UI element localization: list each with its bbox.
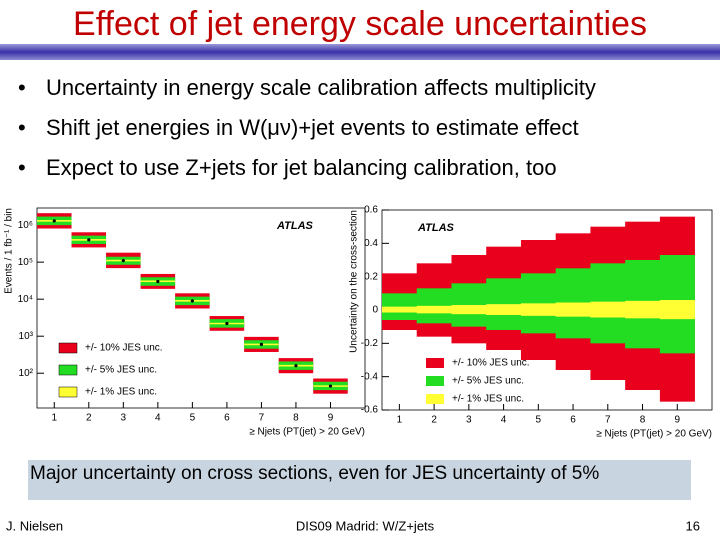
y-tick-label: 0	[372, 305, 378, 316]
y-tick-label: 10²	[19, 368, 34, 379]
bullet: Expect to use Z+jets for jet balancing c…	[46, 155, 557, 180]
data-point	[190, 299, 194, 303]
legend-swatch	[58, 364, 78, 376]
data-point	[259, 342, 264, 347]
data-point	[52, 219, 56, 223]
footer-page: 16	[686, 518, 700, 533]
legend-label: +/- 1% JES unc.	[85, 387, 157, 398]
uncertainty-band	[451, 305, 487, 315]
note-box	[28, 460, 691, 500]
legend-label: +/- 5% JES unc.	[85, 365, 157, 376]
x-axis-label: ≥ Njets (PT(jet) > 20 GeV)	[249, 427, 365, 438]
legend-label: +/- 1% JES unc.	[452, 394, 524, 405]
uncertainty-band	[659, 300, 695, 320]
atlas-label: ATLAS	[417, 222, 455, 234]
data-point	[87, 238, 91, 242]
x-tick-label: 7	[605, 415, 611, 426]
uncertainty-band	[590, 301, 626, 318]
title-bar	[0, 44, 720, 60]
data-point	[328, 384, 333, 388]
x-tick-label: 1	[397, 415, 403, 426]
legend-label: +/- 10% JES unc.	[452, 358, 530, 369]
x-tick-label: 2	[431, 415, 437, 426]
y-tick-label: 0.4	[364, 238, 378, 249]
legend-swatch	[426, 358, 444, 368]
x-tick-label: 3	[466, 415, 472, 426]
bullet-dot: •	[18, 115, 26, 140]
note: Major uncertainty on cross sections, eve…	[30, 463, 600, 484]
x-tick-label: 8	[293, 413, 299, 424]
x-tick-label: 9	[328, 413, 334, 424]
bullet-dot: •	[18, 75, 26, 100]
legend-swatch	[426, 376, 444, 386]
data-point	[294, 364, 298, 368]
x-tick-label: 1	[51, 413, 57, 424]
x-tick-label: 8	[640, 415, 646, 426]
legend-label: +/- 10% JES unc.	[85, 343, 163, 354]
bullet: Uncertainty in energy scale calibration …	[46, 75, 596, 100]
uncertainty-band	[625, 300, 661, 319]
data-point	[225, 321, 229, 326]
y-tick-label: 10⁵	[18, 257, 33, 268]
x-tick-label: 4	[501, 415, 507, 426]
y-tick-label: -0.2	[361, 338, 379, 349]
y-axis-label: Uncertainty on the cross-section	[349, 210, 360, 353]
legend-swatch	[58, 342, 78, 354]
y-axis-label: Events / 1 fb⁻¹ / bin	[4, 208, 15, 294]
y-tick-label: 10⁶	[18, 220, 33, 231]
charts: 10² 10³ 10⁴ 10⁵ 10⁶ 1 2 3 4 5 6 7 8 9 ≥ Njets (PT(jet)…	[4, 205, 713, 440]
atlas-label: ATLAS	[276, 220, 314, 232]
x-tick-label: 6	[224, 413, 230, 424]
x-axis-label: ≥ Njets (PT(jet) > 20 GeV)	[596, 429, 712, 440]
x-tick-label: 2	[86, 413, 92, 424]
y-tick-label: 10⁴	[18, 294, 33, 305]
footer-author: J. Nielsen	[6, 518, 63, 533]
y-tick-label: -0.4	[361, 371, 379, 382]
note-wrap: Major uncertainty on cross sections, eve…	[30, 463, 600, 484]
x-tick-label: 4	[155, 413, 161, 424]
x-tick-label: 6	[570, 415, 576, 426]
x-tick-label: 7	[259, 413, 265, 424]
y-tick-label: -0.6	[361, 405, 379, 416]
footer-event: DIS09 Madrid: W/Z+jets	[296, 518, 435, 533]
uncertainty-band	[382, 306, 418, 313]
legend-swatch	[426, 394, 444, 404]
uncertainty-band	[555, 302, 591, 317]
uncertainty-band	[520, 303, 556, 316]
data-point	[156, 279, 160, 284]
data-point	[121, 259, 125, 263]
slide-title: Effect of jet energy scale uncertainties	[73, 5, 647, 43]
bullet: Shift jet energies in W(μν)+jet events t…	[46, 115, 579, 140]
x-tick-label: 9	[674, 415, 680, 426]
x-tick-label: 5	[536, 415, 542, 426]
x-tick-label: 3	[121, 413, 127, 424]
y-tick-label: 0.2	[364, 271, 378, 282]
legend-swatch	[58, 386, 78, 398]
uncertainty-band	[416, 305, 452, 314]
bullet-dot: •	[18, 155, 26, 180]
uncertainty-band	[486, 304, 522, 315]
y-tick-label: 0.6	[364, 205, 378, 216]
legend-label: +/- 5% JES unc.	[452, 376, 524, 387]
x-tick-label: 5	[190, 413, 196, 424]
y-tick-label: 10³	[19, 331, 34, 342]
